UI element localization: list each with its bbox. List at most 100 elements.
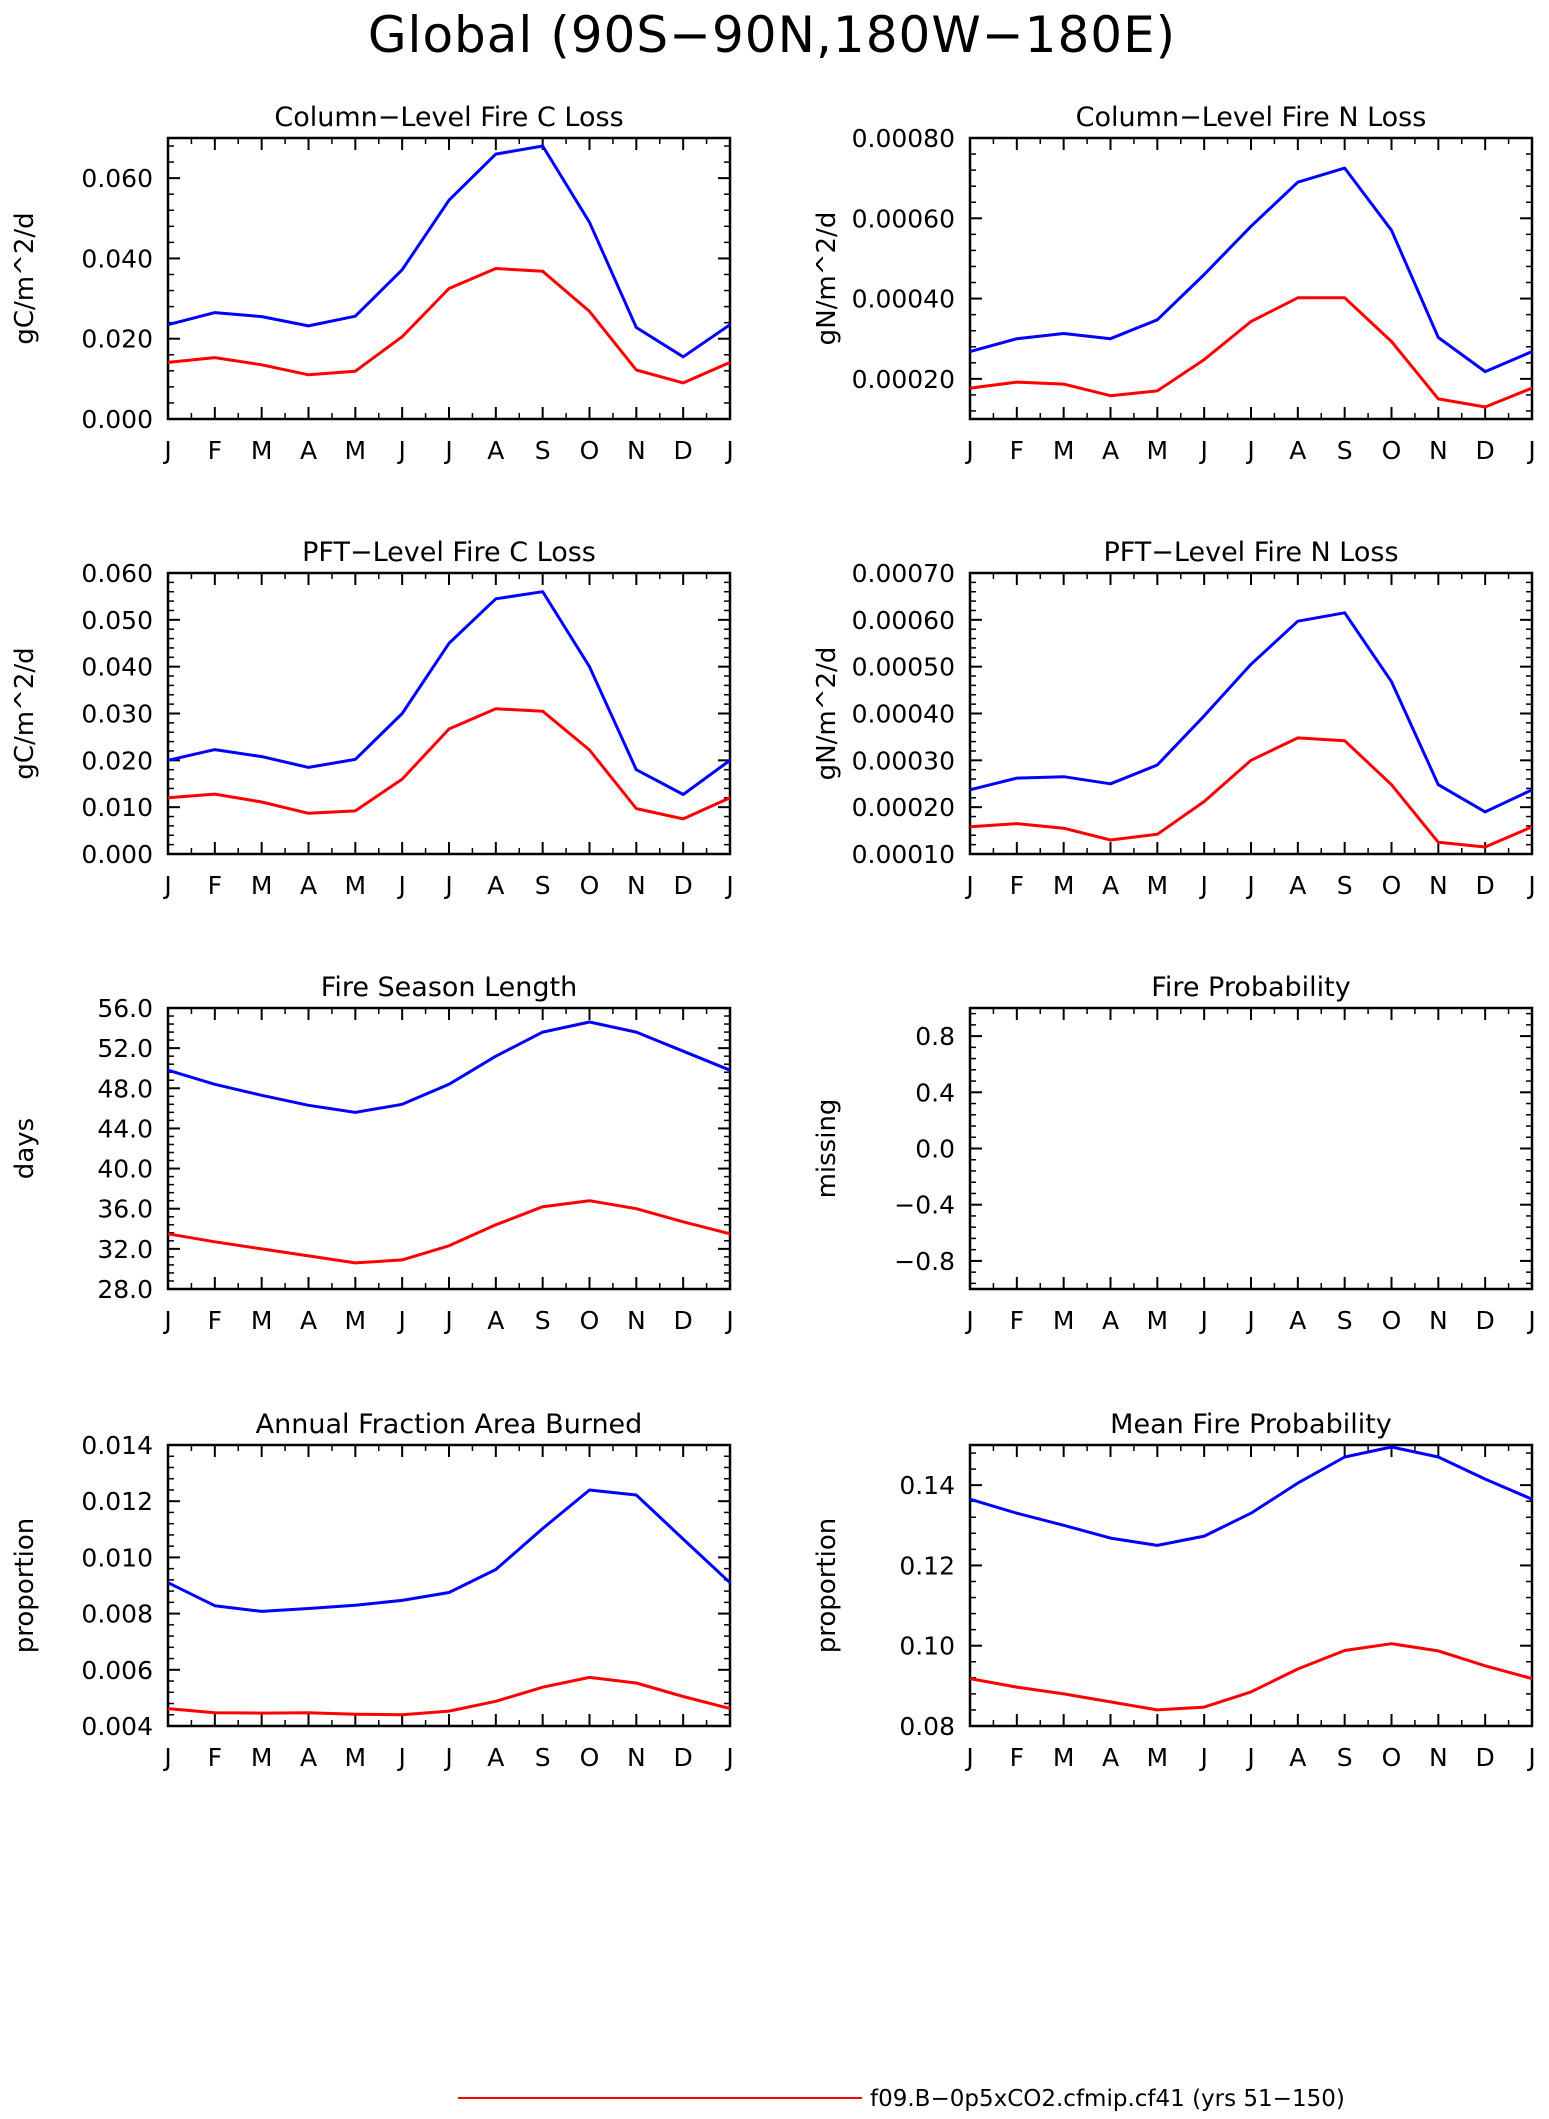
y-axis-label: gC/m^2/d (10, 647, 40, 779)
x-tick-label: J (396, 871, 405, 900)
x-tick-label: J (964, 871, 973, 900)
x-tick-label: O (1382, 871, 1402, 900)
y-axis-label: days (10, 1118, 40, 1179)
y-tick-label: 36.0 (97, 1195, 153, 1224)
x-tick-label: A (300, 871, 317, 900)
x-tick-label: N (627, 871, 646, 900)
x-tick-label: S (1337, 1306, 1353, 1335)
panel-title: Fire Probability (1151, 972, 1351, 1003)
x-tick-label: J (162, 436, 171, 465)
x-tick-label: A (1289, 871, 1306, 900)
series-line-1 (167, 590, 731, 796)
y-tick-label: 0.008 (81, 1600, 153, 1629)
x-tick-label: S (1337, 871, 1353, 900)
x-tick-label: D (674, 436, 693, 465)
x-tick-label: J (443, 1743, 452, 1772)
y-axis-label: missing (812, 1099, 842, 1199)
x-tick-label: M (345, 436, 367, 465)
y-tick-label: 0.00050 (852, 653, 955, 682)
x-tick-label: J (1198, 1743, 1207, 1772)
x-tick-label: J (1245, 436, 1254, 465)
y-tick-label: 0.020 (81, 746, 153, 775)
x-tick-label: M (1147, 1743, 1169, 1772)
y-tick-label: 0.08 (899, 1712, 955, 1741)
x-tick-label: M (1053, 871, 1075, 900)
x-tick-label: M (251, 1743, 273, 1772)
x-tick-label: O (580, 436, 600, 465)
x-tick-label: J (162, 1306, 171, 1335)
panel-title: Column−Level Fire N Loss (1076, 102, 1427, 133)
panel-title: Fire Season Length (321, 972, 577, 1003)
x-tick-label: M (1053, 1743, 1075, 1772)
y-tick-label: 52.0 (97, 1034, 153, 1063)
series-line-2 (167, 267, 731, 385)
y-tick-label: 0.00020 (852, 793, 955, 822)
x-tick-label: J (964, 436, 973, 465)
y-tick-label: 0.060 (81, 164, 153, 193)
x-tick-label: J (1245, 1743, 1254, 1772)
y-tick-label: −0.8 (894, 1247, 955, 1276)
y-tick-label: 0.020 (81, 325, 153, 354)
legend: f09.B−0p5xCO2.cfmip.cf41 (yrs 51−150) (458, 2086, 1345, 2112)
x-tick-label: A (1102, 1306, 1119, 1335)
x-tick-label: J (396, 1743, 405, 1772)
x-tick-label: D (674, 871, 693, 900)
y-tick-label: 0.00020 (852, 365, 955, 394)
y-tick-label: 56.0 (97, 994, 153, 1023)
y-axis-label: gC/m^2/d (10, 212, 40, 344)
y-tick-label: 48.0 (97, 1074, 153, 1103)
x-tick-label: O (1382, 1743, 1402, 1772)
x-tick-label: A (1289, 1743, 1306, 1772)
x-tick-label: F (1010, 1306, 1024, 1335)
figure-title: Global (90S−90N,180W−180E) (368, 6, 1176, 64)
x-tick-label: O (580, 871, 600, 900)
panel-title: Mean Fire Probability (1110, 1409, 1392, 1440)
x-tick-label: M (251, 871, 273, 900)
x-tick-label: J (443, 871, 452, 900)
y-tick-label: 0.8 (915, 1022, 955, 1051)
y-axis-label: proportion (10, 1518, 40, 1653)
y-tick-label: 0.00040 (852, 285, 955, 314)
y-tick-label: 0.14 (899, 1471, 955, 1500)
series-line-2 (969, 1642, 1533, 1712)
y-tick-label: 0.00030 (852, 746, 955, 775)
series-line-2 (167, 1199, 731, 1265)
x-tick-label: D (674, 1743, 693, 1772)
x-tick-label: O (1382, 436, 1402, 465)
x-tick-label: M (1147, 436, 1169, 465)
x-tick-label: A (487, 871, 504, 900)
x-tick-label: A (300, 1743, 317, 1772)
x-tick-label: F (208, 436, 222, 465)
y-tick-label: 28.0 (97, 1275, 153, 1304)
x-tick-label: M (345, 871, 367, 900)
x-tick-label: N (627, 436, 646, 465)
y-tick-label: 0.010 (81, 793, 153, 822)
series-line-1 (969, 1445, 1533, 1547)
y-tick-label: 0.12 (899, 1551, 955, 1580)
x-tick-label: J (1198, 871, 1207, 900)
x-tick-label: F (208, 1306, 222, 1335)
y-tick-label: 0.040 (81, 244, 153, 273)
legend-label: f09.B−0p5xCO2.cfmip.cf41 (yrs 51−150) (870, 2086, 1345, 2112)
y-tick-label: 0.00070 (852, 559, 955, 588)
series-line-2 (167, 707, 731, 821)
x-tick-label: M (251, 1306, 273, 1335)
series-line-1 (167, 144, 731, 359)
x-tick-label: A (1102, 871, 1119, 900)
x-tick-label: M (251, 436, 273, 465)
x-tick-label: F (1010, 436, 1024, 465)
x-tick-label: J (162, 1743, 171, 1772)
x-tick-label: A (1289, 1306, 1306, 1335)
x-tick-label: J (724, 871, 733, 900)
series-line-1 (969, 166, 1533, 374)
y-axis-label: gN/m^2/d (812, 212, 842, 346)
x-tick-label: N (1429, 1306, 1448, 1335)
panel-title: Column−Level Fire C Loss (274, 102, 623, 133)
